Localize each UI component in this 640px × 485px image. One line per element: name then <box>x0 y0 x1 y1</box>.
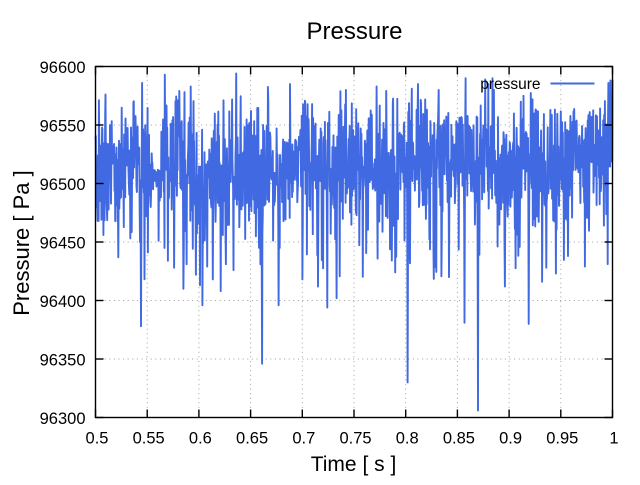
svg-text:0.7: 0.7 <box>292 430 315 448</box>
svg-text:96550: 96550 <box>40 117 86 135</box>
svg-text:0.55: 0.55 <box>133 430 165 448</box>
svg-text:0.75: 0.75 <box>339 430 371 448</box>
svg-text:0.8: 0.8 <box>396 430 419 448</box>
svg-text:Pressure [ Pa ]: Pressure [ Pa ] <box>9 170 34 316</box>
svg-text:Pressure: Pressure <box>306 18 402 45</box>
svg-text:0.6: 0.6 <box>189 430 212 448</box>
svg-text:0.95: 0.95 <box>546 430 578 448</box>
svg-text:0.85: 0.85 <box>443 430 475 448</box>
svg-text:96350: 96350 <box>40 351 86 369</box>
svg-text:1: 1 <box>609 430 618 448</box>
svg-text:0.65: 0.65 <box>236 430 268 448</box>
svg-text:96300: 96300 <box>40 410 86 428</box>
svg-text:96600: 96600 <box>40 59 86 77</box>
svg-text:Time [ s ]: Time [ s ] <box>311 453 397 476</box>
svg-text:96500: 96500 <box>40 176 86 194</box>
svg-text:96450: 96450 <box>40 234 86 252</box>
svg-text:96400: 96400 <box>40 293 86 311</box>
svg-text:0.9: 0.9 <box>499 430 522 448</box>
svg-text:pressure: pressure <box>480 76 540 93</box>
svg-text:0.5: 0.5 <box>86 430 109 448</box>
